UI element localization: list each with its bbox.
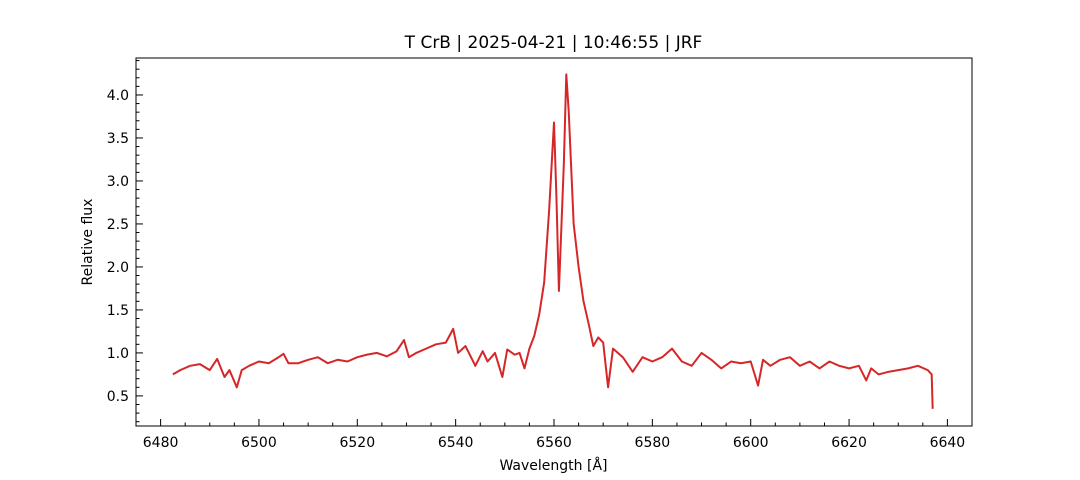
chart-title: T CrB | 2025-04-21 | 10:46:55 | JRF [404,33,703,53]
x-tick-label: 6580 [635,435,671,451]
x-tick-label: 6540 [438,435,474,451]
x-tick-label: 6480 [143,435,179,451]
x-tick-label: 6520 [339,435,375,451]
x-tick-label: 6500 [241,435,277,451]
x-tick-label: 6560 [536,435,572,451]
x-tick-label: 6640 [930,435,966,451]
y-tick-label: 1.0 [107,346,129,362]
y-tick-label: 3.5 [107,131,129,147]
y-axis-label: Relative flux [80,199,96,286]
y-tick-label: 2.0 [107,260,129,276]
y-tick-label: 0.5 [107,389,129,405]
y-tick-label: 4.0 [107,88,129,104]
y-tick-label: 3.0 [107,174,129,190]
x-tick-label: 6600 [733,435,769,451]
y-tick-label: 1.5 [107,303,129,319]
plot-frame [135,57,973,427]
spectrum-line-0 [172,73,934,409]
y-tick-label: 2.5 [107,217,129,233]
x-axis-label: Wavelength [Å] [499,457,607,474]
x-tick-label: 6620 [831,435,867,451]
